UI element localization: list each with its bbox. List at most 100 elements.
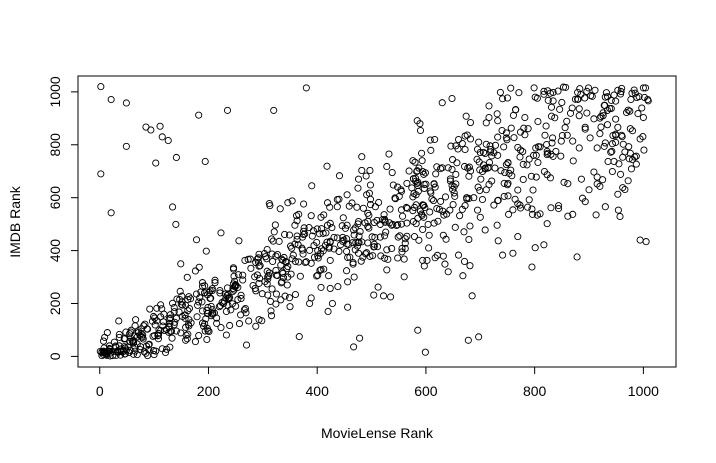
data-point [403, 219, 411, 227]
data-point [283, 281, 291, 289]
data-point [288, 244, 296, 252]
data-point [208, 285, 216, 293]
data-point [192, 236, 201, 244]
data-point [520, 124, 528, 132]
data-point [302, 84, 310, 92]
data-point [540, 87, 548, 95]
y-tick-label: 600 [47, 186, 63, 210]
data-point [204, 327, 212, 335]
data-point [255, 250, 263, 258]
data-point [618, 84, 626, 92]
data-point [315, 230, 323, 238]
data-point [317, 245, 326, 253]
data-point [473, 155, 481, 163]
data-point [285, 231, 294, 239]
data-point [333, 203, 341, 211]
data-point [485, 180, 493, 189]
data-point [184, 330, 192, 338]
data-point [386, 205, 394, 213]
data-point [499, 251, 507, 259]
data-point [626, 125, 634, 133]
data-point [430, 219, 438, 227]
data-point [241, 304, 249, 313]
data-point [558, 131, 566, 140]
data-point [373, 216, 381, 224]
data-point [161, 348, 170, 357]
data-point [508, 172, 516, 180]
data-point [554, 87, 562, 95]
data-point [272, 271, 280, 279]
data-point [465, 163, 473, 171]
data-point [195, 263, 203, 271]
data-point [503, 94, 512, 102]
data-point [265, 269, 273, 277]
data-point [343, 267, 351, 275]
data-point [514, 200, 522, 208]
data-point [201, 157, 209, 165]
data-point [396, 232, 404, 240]
data-point [585, 186, 593, 194]
data-point [242, 309, 250, 317]
data-point [639, 113, 647, 122]
data-point [278, 268, 286, 276]
data-point [556, 105, 564, 113]
data-point [266, 202, 274, 210]
data-point [223, 106, 232, 114]
data-point [461, 202, 469, 210]
data-point [448, 94, 456, 103]
data-point [310, 253, 319, 261]
data-point [439, 231, 447, 239]
data-point [391, 195, 400, 203]
data-point [541, 131, 549, 139]
data-point [423, 256, 431, 264]
x-tick-label: 1000 [628, 383, 659, 399]
data-point [223, 284, 232, 292]
data-point [621, 148, 629, 156]
data-point [479, 148, 488, 156]
data-point [400, 273, 408, 281]
data-point [374, 283, 382, 291]
data-point [491, 141, 500, 149]
data-point [418, 157, 426, 165]
data-point [400, 255, 408, 263]
data-point [528, 210, 537, 218]
data-point [441, 260, 449, 268]
data-point [389, 181, 397, 189]
data-point [563, 131, 571, 139]
data-point [193, 313, 201, 321]
data-point [383, 266, 391, 274]
data-point [121, 334, 129, 342]
data-point [375, 198, 383, 206]
data-point [350, 273, 358, 281]
data-point [401, 235, 409, 243]
data-point [433, 251, 441, 259]
data-point [308, 232, 316, 240]
data-point [383, 246, 391, 254]
data-point [460, 257, 469, 266]
data-point [563, 117, 571, 125]
data-point [356, 227, 364, 236]
data-point [549, 152, 557, 160]
data-point [639, 84, 647, 92]
x-tick-label: 200 [197, 383, 221, 399]
data-point [258, 317, 266, 325]
y-tick-label: 800 [47, 133, 63, 157]
data-point [500, 179, 508, 187]
data-point [222, 307, 230, 316]
data-point [581, 198, 589, 206]
data-point [534, 158, 542, 167]
data-point [380, 211, 388, 219]
data-point [614, 190, 622, 198]
data-point [158, 305, 166, 313]
data-point [287, 270, 295, 278]
data-point [626, 149, 634, 157]
data-point [116, 351, 124, 359]
data-point [502, 129, 510, 137]
data-point [575, 112, 583, 120]
data-point [593, 144, 601, 152]
data-point [129, 350, 137, 358]
data-point [120, 335, 128, 343]
data-point [242, 341, 251, 349]
data-point [263, 245, 271, 254]
data-point [446, 175, 454, 183]
